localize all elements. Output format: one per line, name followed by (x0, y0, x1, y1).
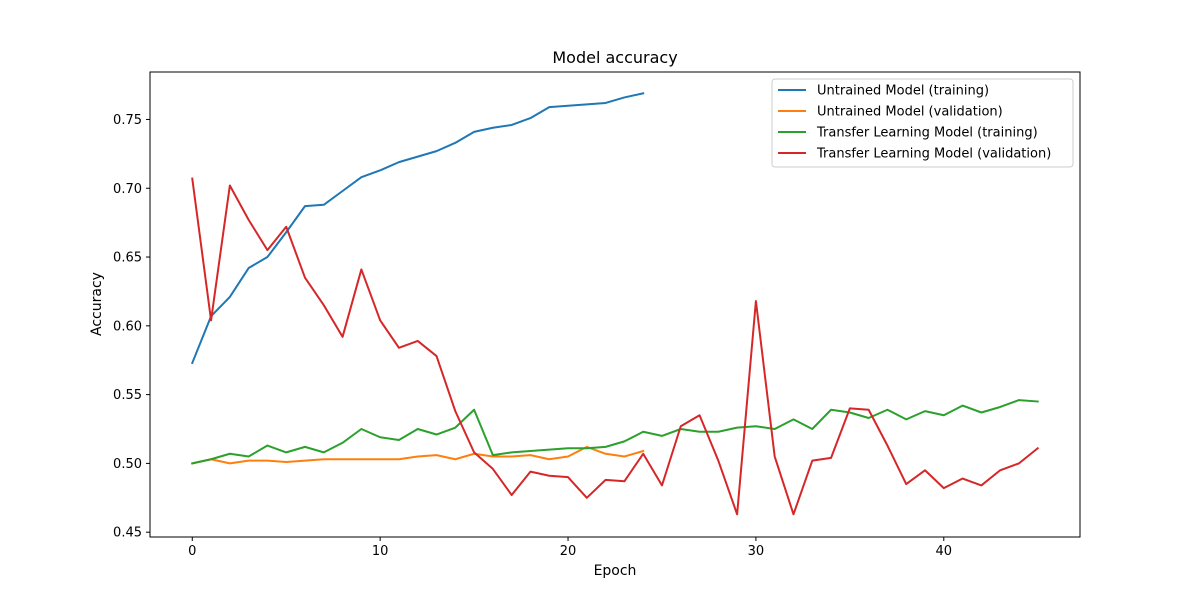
y-tick-label: 0.60 (113, 319, 142, 334)
chart-title: Model accuracy (552, 48, 677, 67)
legend: Untrained Model (training) Untrained Mode… (771, 78, 1074, 168)
y-tick-label: 0.45 (113, 526, 142, 541)
y-tick-label: 0.50 (113, 457, 142, 472)
x-tick-label: 0 (188, 544, 196, 559)
legend-label-untrained-model-validation: Untrained Model (validation) (817, 105, 1003, 120)
y-tick-label: 0.55 (113, 388, 142, 403)
series-line-untrained-model-training (190, 92, 645, 365)
plot-frame (149, 71, 1081, 538)
y-tick-label: 0.70 (113, 182, 142, 197)
x-axis-label: Epoch (594, 563, 637, 579)
legend-box (771, 78, 1074, 168)
legend-label-untrained-model-training: Untrained Model (training) (817, 84, 989, 99)
series-layer (190, 92, 1040, 516)
series-line-untrained-model-validation (191, 445, 645, 465)
y-tick-label: 0.65 (113, 251, 142, 266)
y-axis-label: Accuracy (89, 272, 105, 336)
series-line-transfer-learning-model-training (191, 399, 1039, 465)
x-tick-label: 30 (748, 544, 765, 559)
legend-label-transfer-learning-model-training: Transfer Learning Model (training) (816, 126, 1038, 141)
legend-items: Untrained Model (training) Untrained Mode… (778, 84, 1051, 162)
x-tick-label: 20 (560, 544, 577, 559)
y-tick-label: 0.75 (113, 113, 142, 128)
x-tick-label: 40 (936, 544, 953, 559)
legend-label-transfer-learning-model-validation: Transfer Learning Model (validation) (816, 147, 1051, 162)
ticks-layer: 0 10 20 30 40 0.45 0.50 0.55 0.60 0.65 0.70 0.75 (113, 113, 952, 559)
x-tick-label: 10 (372, 544, 389, 559)
series-line-transfer-learning-model-validation (191, 177, 1040, 516)
